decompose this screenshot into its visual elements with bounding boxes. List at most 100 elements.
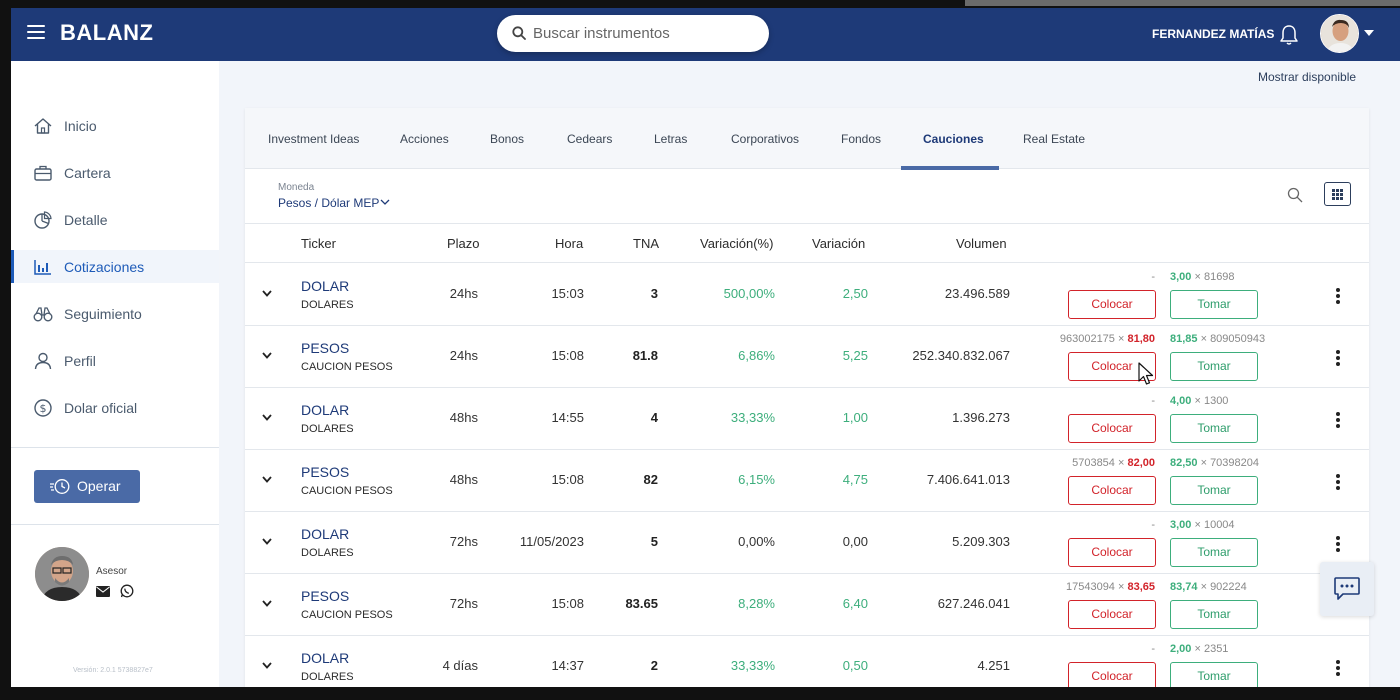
sidebar-item-cotizaciones[interactable]: Cotizaciones [11, 250, 219, 283]
column-header-variacion[interactable]: Variación [812, 236, 866, 251]
tomar-button[interactable]: Tomar [1170, 662, 1258, 687]
sidebar-item-detalle[interactable]: Detalle [11, 203, 219, 236]
tab-investment-ideas[interactable]: Investment Ideas [268, 132, 360, 146]
show-available-link[interactable]: Mostrar disponible [1258, 70, 1357, 84]
column-header-ticker[interactable]: Ticker [301, 236, 336, 251]
expand-chevron-icon[interactable] [262, 600, 272, 607]
expand-chevron-icon[interactable] [262, 290, 272, 297]
cell-variacion: 0,50 [842, 658, 868, 673]
more-options-icon[interactable] [1334, 536, 1342, 552]
sidebar-item-inicio[interactable]: Inicio [11, 109, 219, 142]
more-options-icon[interactable] [1334, 660, 1342, 676]
sidebar-item-label: Cotizaciones [64, 259, 145, 275]
tab-real-estate[interactable]: Real Estate [1023, 132, 1086, 146]
colocar-button[interactable]: Colocar [1068, 290, 1156, 319]
tab-fondos[interactable]: Fondos [841, 132, 882, 146]
cell-variacion-pct: 6,15% [738, 472, 775, 487]
sidebar-item-dolar-oficial[interactable]: $ Dolar oficial [11, 391, 219, 424]
operate-clock-icon [50, 479, 70, 494]
tomar-button[interactable]: Tomar [1170, 600, 1258, 629]
ticker-symbol[interactable]: DOLAR [301, 650, 350, 666]
sidebar-divider [11, 524, 219, 525]
tomar-button[interactable]: Tomar [1170, 290, 1258, 319]
search-box[interactable] [497, 15, 769, 52]
tomar-button[interactable]: Tomar [1170, 538, 1258, 567]
user-menu-caret-icon[interactable] [1364, 30, 1374, 36]
ticker-symbol[interactable]: DOLAR [301, 278, 350, 294]
grid-view-button[interactable] [1324, 182, 1351, 206]
table-row[interactable]: DOLAR DOLARES 72hs 11/05/2023 5 0,00% 0,00 5.20… [245, 512, 1369, 574]
tomar-button[interactable]: Tomar [1170, 414, 1258, 443]
user-icon [34, 352, 52, 370]
ask-quantity: × 81698 [1191, 271, 1235, 283]
hamburger-menu-icon[interactable] [27, 25, 45, 41]
user-name[interactable]: FERNANDEZ MATÍAS [1152, 27, 1275, 41]
best-ask: 4,00 × 1300 [1170, 395, 1330, 407]
table-row[interactable]: DOLAR DOLARES 4 días 14:37 2 33,33% 0,50 4.251 -… [245, 636, 1369, 687]
ticker-symbol[interactable]: PESOS [301, 340, 350, 356]
column-header-hora[interactable]: Hora [555, 236, 584, 251]
colocar-button[interactable]: Colocar [1068, 538, 1156, 567]
ticker-symbol[interactable]: DOLAR [301, 526, 350, 542]
screen-frame-bottom [0, 687, 1400, 700]
table-search-icon[interactable] [1287, 187, 1303, 203]
column-header-plazo[interactable]: Plazo [447, 236, 480, 251]
sidebar: Inicio Cartera Detalle Cotizaciones Segu… [11, 61, 219, 687]
ask-quantity: × 10004 [1191, 519, 1235, 531]
bell-icon[interactable] [1279, 24, 1299, 46]
tab-cauciones[interactable]: Cauciones [901, 108, 999, 170]
tab-corporativos[interactable]: Corporativos [731, 132, 800, 146]
chat-button[interactable] [1320, 562, 1374, 616]
table-row[interactable]: PESOS CAUCION PESOS 72hs 15:08 83.65 8,28% 6,4… [245, 574, 1369, 636]
colocar-button[interactable]: Colocar [1068, 662, 1156, 687]
user-avatar[interactable] [1320, 14, 1359, 53]
bid-empty: - [1151, 271, 1155, 283]
more-options-icon[interactable] [1334, 288, 1342, 304]
more-options-icon[interactable] [1334, 412, 1342, 428]
table-row[interactable]: PESOS CAUCION PESOS 24hs 15:08 81.8 6,86% 5,25… [245, 326, 1369, 388]
cell-plazo: 4 días [442, 658, 478, 673]
cell-volumen: 4.251 [977, 658, 1010, 673]
currency-select[interactable]: Pesos / Dólar MEP [278, 196, 380, 210]
operar-button[interactable]: Operar [34, 470, 140, 503]
column-header-volumen[interactable]: Volumen [956, 236, 1007, 251]
tab-letras[interactable]: Letras [654, 132, 688, 146]
column-header-tna[interactable]: TNA [633, 236, 659, 251]
expand-chevron-icon[interactable] [262, 662, 272, 669]
colocar-button[interactable]: Colocar [1068, 600, 1156, 629]
more-options-icon[interactable] [1334, 474, 1342, 490]
table-row[interactable]: DOLAR DOLARES 48hs 14:55 4 33,33% 1,00 1.396.27… [245, 388, 1369, 450]
table-row[interactable]: DOLAR DOLARES 24hs 15:03 3 500,00% 2,50 23.496.… [245, 264, 1369, 326]
search-input[interactable] [533, 23, 753, 44]
expand-chevron-icon[interactable] [262, 352, 272, 359]
sidebar-item-perfil[interactable]: Perfil [11, 344, 219, 377]
ask-price: 82,50 [1170, 457, 1198, 469]
mail-icon[interactable] [96, 586, 110, 597]
bid-price: 82,00 [1127, 457, 1155, 469]
tomar-button[interactable]: Tomar [1170, 352, 1258, 381]
expand-chevron-icon[interactable] [262, 538, 272, 545]
ticker-symbol[interactable]: PESOS [301, 588, 350, 604]
tab-bonos[interactable]: Bonos [490, 132, 525, 146]
cell-plazo: 24hs [449, 286, 478, 301]
sidebar-item-label: Seguimiento [64, 306, 142, 322]
expand-chevron-icon[interactable] [262, 476, 272, 483]
sidebar-item-cartera[interactable]: Cartera [11, 156, 219, 189]
tomar-button[interactable]: Tomar [1170, 476, 1258, 505]
tab-cedears[interactable]: Cedears [567, 132, 613, 146]
sidebar-item-seguimiento[interactable]: Seguimiento [11, 297, 219, 330]
brand-logo[interactable]: BALANZ [60, 20, 154, 45]
ticker-symbol[interactable]: DOLAR [301, 402, 350, 418]
table-row[interactable]: PESOS CAUCION PESOS 48hs 15:08 82 6,15% 4,75 7.… [245, 450, 1369, 512]
colocar-button[interactable]: Colocar [1068, 476, 1156, 505]
column-header-variacion-pct[interactable]: Variación(%) [700, 236, 774, 251]
bid-quantity: 963002175 × [1059, 333, 1128, 345]
whatsapp-icon[interactable] [120, 584, 134, 598]
expand-chevron-icon[interactable] [262, 414, 272, 421]
colocar-button[interactable]: Colocar [1068, 414, 1156, 443]
tab-acciones[interactable]: Acciones [400, 132, 449, 146]
cell-tna: 3 [650, 286, 658, 301]
ticker-symbol[interactable]: PESOS [301, 464, 350, 480]
more-options-icon[interactable] [1334, 350, 1342, 366]
chevron-down-icon[interactable] [380, 199, 390, 205]
